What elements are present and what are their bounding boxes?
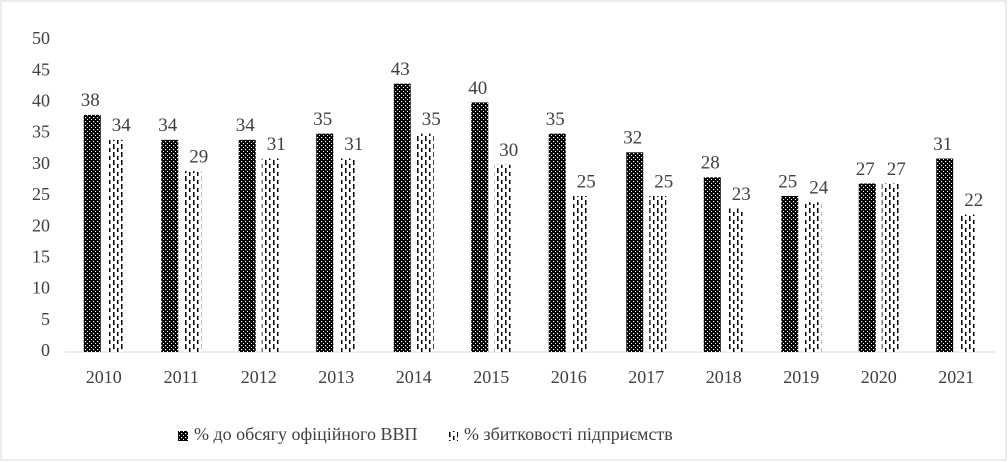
data-label: 29 xyxy=(189,146,208,167)
bar xyxy=(858,183,876,352)
data-label: 34 xyxy=(158,115,178,136)
data-label: 25 xyxy=(577,171,596,192)
data-label: 38 xyxy=(81,90,100,111)
bar xyxy=(781,196,799,352)
data-label: 24 xyxy=(809,178,829,199)
legend-marker xyxy=(448,431,458,441)
bar xyxy=(548,133,566,352)
data-label: 30 xyxy=(499,140,518,161)
data-label: 32 xyxy=(623,128,642,149)
data-label: 27 xyxy=(887,159,906,180)
bar xyxy=(316,133,334,352)
y-tick-label: 50 xyxy=(32,28,50,48)
bar xyxy=(881,183,899,352)
data-label: 40 xyxy=(468,78,487,99)
bar xyxy=(238,139,256,352)
bar xyxy=(261,158,279,352)
data-label: 35 xyxy=(422,109,441,130)
x-tick-label: 2016 xyxy=(551,367,587,387)
data-label: 27 xyxy=(856,159,875,180)
x-tick-label: 2010 xyxy=(86,367,122,387)
y-tick-label: 0 xyxy=(41,340,50,360)
x-tick-label: 2020 xyxy=(861,367,897,387)
x-tick-label: 2012 xyxy=(241,367,277,387)
data-label: 28 xyxy=(701,153,720,174)
bar xyxy=(936,158,954,352)
bar xyxy=(804,202,822,352)
data-label: 35 xyxy=(313,109,332,130)
data-label: 35 xyxy=(546,109,565,130)
x-tick-label: 2019 xyxy=(783,367,819,387)
legend-marker xyxy=(178,431,188,441)
y-tick-label: 5 xyxy=(41,309,50,329)
bar xyxy=(339,158,357,352)
legend-label: % до обсягу офіційного ВВП xyxy=(194,424,417,444)
data-label: 31 xyxy=(267,134,286,155)
bar xyxy=(571,196,589,352)
bar xyxy=(626,152,644,352)
x-tick-label: 2018 xyxy=(706,367,742,387)
data-label: 34 xyxy=(112,115,132,136)
y-tick-label: 40 xyxy=(32,91,50,111)
y-tick-label: 25 xyxy=(32,184,50,204)
data-label: 22 xyxy=(964,190,983,211)
x-tick-label: 2013 xyxy=(318,367,354,387)
x-tick-label: 2011 xyxy=(164,367,199,387)
y-tick-label: 20 xyxy=(32,215,50,235)
y-tick-label: 30 xyxy=(32,153,50,173)
x-tick-label: 2017 xyxy=(628,367,664,387)
data-label: 34 xyxy=(236,115,256,136)
bar xyxy=(106,139,124,352)
y-tick-label: 35 xyxy=(32,122,50,142)
bar xyxy=(726,208,744,352)
x-tick-label: 2015 xyxy=(473,367,509,387)
bar xyxy=(649,196,667,352)
data-label: 25 xyxy=(654,171,673,192)
bar xyxy=(161,139,179,352)
bar xyxy=(184,171,202,352)
y-tick-label: 10 xyxy=(32,278,50,298)
bar xyxy=(393,83,411,353)
data-label: 25 xyxy=(778,171,797,192)
data-label: 23 xyxy=(732,184,751,205)
legend-label: % збитковості підприємств xyxy=(464,424,673,444)
bar xyxy=(959,214,977,352)
data-label: 31 xyxy=(933,134,952,155)
y-tick-label: 15 xyxy=(32,247,50,267)
bar xyxy=(494,164,512,352)
x-tick-label: 2014 xyxy=(396,367,432,387)
bar xyxy=(703,177,721,352)
bar xyxy=(83,114,101,352)
data-label: 31 xyxy=(344,134,363,155)
bar xyxy=(471,102,489,353)
x-tick-label: 2021 xyxy=(938,367,974,387)
y-tick-label: 45 xyxy=(32,59,50,79)
bar xyxy=(416,133,434,352)
data-label: 43 xyxy=(391,59,410,80)
